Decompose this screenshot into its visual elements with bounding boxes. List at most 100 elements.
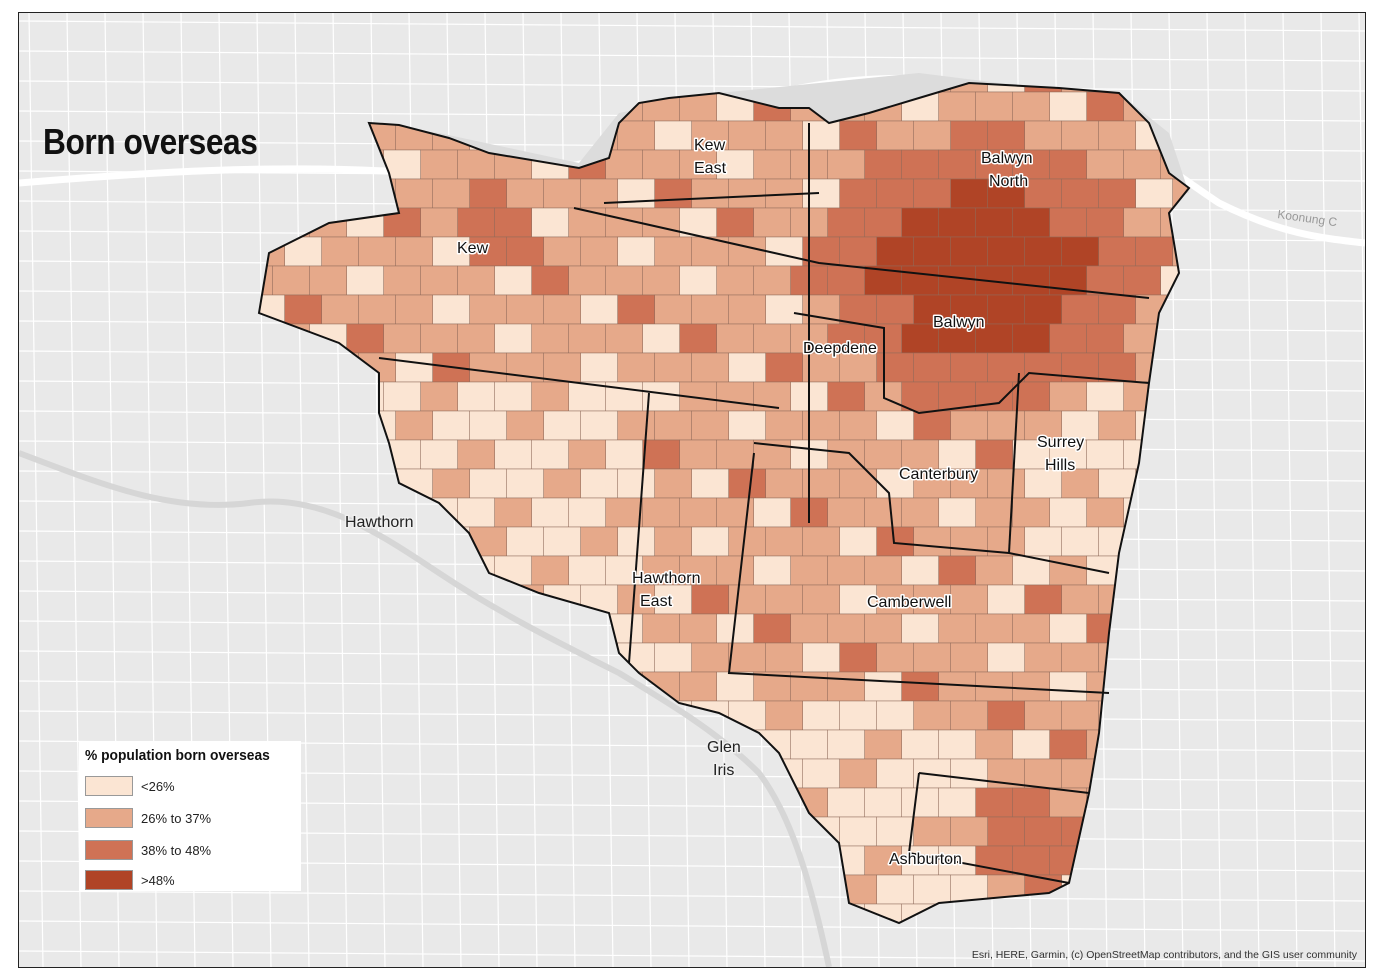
choropleth-cell [420,207,458,238]
choropleth-cell [975,91,1013,122]
choropleth-cell [1061,178,1099,209]
street-line [1244,13,1260,967]
choropleth-cell [913,120,951,151]
choropleth-cell [716,439,754,470]
choropleth-cell [1049,555,1087,586]
choropleth-cell [543,178,581,209]
choropleth-cell [839,642,877,673]
choropleth-cell [309,265,347,296]
choropleth-cell [1086,381,1124,412]
choropleth-cell [975,845,1013,876]
choropleth-cell [950,410,988,441]
choropleth-cell [938,323,976,354]
choropleth-cell [457,381,495,412]
suburb-label: Balwyn [933,314,985,331]
choropleth-cell [617,120,655,151]
choropleth-cell [753,265,791,296]
choropleth-cell [642,265,680,296]
suburb-boundaries [378,123,1150,884]
choropleth-cell [1061,526,1099,557]
choropleth-cell [383,381,421,412]
choropleth-cell [975,497,1013,528]
choropleth-cell [1012,845,1050,876]
choropleth-cell [617,468,655,499]
choropleth-cell [469,468,507,499]
choropleth-cell [1049,323,1087,354]
choropleth-cell [617,294,655,325]
choropleth-cell [802,700,840,731]
suburb-label: Canterbury [899,466,978,483]
choropleth-cell [383,265,421,296]
choropleth-cell [901,265,939,296]
choropleth-cell [876,526,914,557]
choropleth-cell [827,729,865,760]
street-line [19,20,1365,32]
choropleth-cell [876,120,914,151]
choropleth-cell [346,265,384,296]
choropleth-cell [284,294,322,325]
choropleth-cell [938,729,976,760]
choropleth-cell [605,439,643,470]
suburb-label: Kew [694,137,726,154]
choropleth-cell [716,207,754,238]
choropleth-cell [1024,178,1062,209]
choropleth-cell [420,381,458,412]
choropleth-cell [1049,439,1087,470]
choropleth-cell [1024,758,1062,789]
choropleth-cell [765,294,803,325]
choropleth-cell [1024,468,1062,499]
choropleth-cell [457,497,495,528]
choropleth-cell [802,584,840,615]
choropleth-cell [839,178,877,209]
choropleth-cell [457,265,495,296]
choropleth-cell [753,149,791,180]
street-line [19,890,1365,902]
choropleth-cell [1098,410,1136,441]
choropleth-cell [913,178,951,209]
street-line [19,950,1365,962]
choropleth-cell [987,816,1025,847]
legend-swatch [85,808,133,828]
choropleth-cell [580,526,618,557]
legend-swatch [85,840,133,860]
choropleth-cell [901,381,939,412]
choropleth-cell [802,758,840,789]
choropleth-cell [457,207,495,238]
choropleth-cell [642,497,680,528]
choropleth-cell [839,468,877,499]
choropleth-cell [827,613,865,644]
choropleth-cell [1049,207,1087,238]
choropleth-cell [457,323,495,354]
choropleth-cell [654,468,692,499]
choropleth-cell [1012,207,1050,238]
choropleth-cell [1049,149,1087,180]
place-label-hawthorn: Hawthorn [345,514,413,531]
suburb-label: Balwyn [981,150,1033,167]
choropleth-cell [1024,352,1062,383]
choropleth-cell [765,584,803,615]
choropleth-cell [876,294,914,325]
choropleth-cell [420,323,458,354]
choropleth-cell [938,207,976,238]
choropleth-cell [679,265,717,296]
choropleth-cell [1086,91,1124,122]
choropleth-cell [642,555,680,586]
street-line [66,13,82,967]
choropleth-cell [913,874,951,905]
choropleth-cell [321,294,359,325]
choropleth-cell [469,236,507,267]
choropleth-cell [1086,149,1124,180]
suburb-label: East [640,593,673,610]
choropleth-cell [716,149,754,180]
choropleth-cell [827,497,865,528]
choropleth-cell [876,874,914,905]
choropleth-cell [272,265,310,296]
choropleth-cell [432,178,470,209]
choropleth-cell [691,120,729,151]
choropleth-cell [950,120,988,151]
choropleth-cell [506,526,544,557]
legend-label: 26% to 37% [141,810,212,826]
choropleth-cell [395,352,433,383]
street-line [1282,13,1298,967]
choropleth-cell [728,584,766,615]
